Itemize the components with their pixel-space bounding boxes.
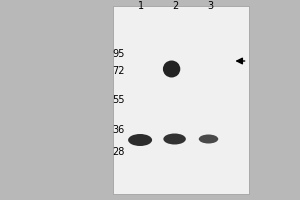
Ellipse shape bbox=[128, 134, 152, 146]
Text: 2: 2 bbox=[172, 1, 178, 11]
Ellipse shape bbox=[163, 60, 180, 77]
Text: 36: 36 bbox=[112, 125, 124, 135]
Text: 3: 3 bbox=[207, 1, 213, 11]
Text: 95: 95 bbox=[112, 49, 124, 59]
Ellipse shape bbox=[163, 134, 186, 144]
Text: 1: 1 bbox=[138, 1, 144, 11]
Text: 28: 28 bbox=[112, 147, 124, 157]
Ellipse shape bbox=[199, 134, 218, 144]
Text: 55: 55 bbox=[112, 95, 124, 105]
Bar bbox=[112, 6, 249, 194]
Text: 72: 72 bbox=[112, 66, 124, 76]
